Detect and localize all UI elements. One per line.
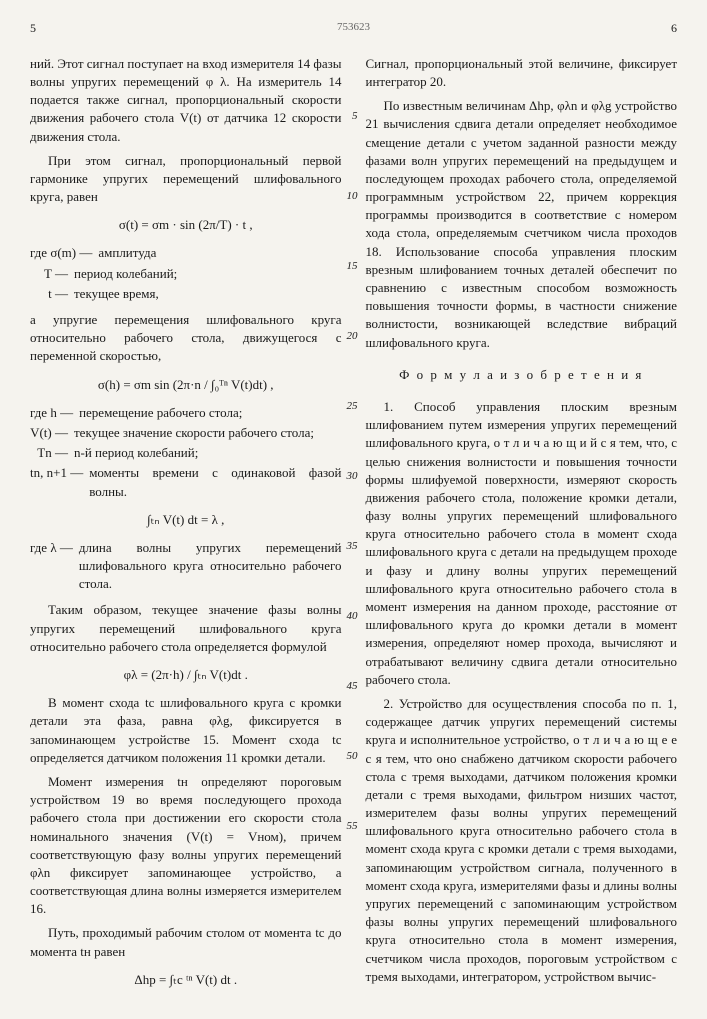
where-symbol: tn, n+1 — bbox=[30, 464, 89, 500]
line-number: 55 bbox=[347, 819, 358, 834]
where-symbol: T — bbox=[30, 265, 74, 283]
document-number: 753623 bbox=[36, 20, 671, 37]
formula: ∫ₜₙ V(t) dt = λ , bbox=[30, 511, 342, 529]
line-number: 40 bbox=[347, 609, 358, 624]
where-text: перемещение рабочего стола; bbox=[79, 404, 341, 422]
paragraph: Сигнал, пропорциональный этой величине, … bbox=[366, 55, 678, 91]
paragraph: При этом сигнал, пропорциональный первой… bbox=[30, 152, 342, 207]
where-text: n-й период колебаний; bbox=[74, 444, 342, 462]
line-number: 25 bbox=[347, 399, 358, 414]
line-number: 5 bbox=[352, 109, 358, 124]
formula: σ(t) = σm · sin (2π/T) · t , bbox=[30, 216, 342, 234]
content-columns: 5 10 15 20 25 30 35 40 45 50 55 ний. Это… bbox=[30, 49, 677, 999]
where-block: где σ(m) —амплитуда T —период колебаний;… bbox=[30, 244, 342, 303]
where-text: период колебаний; bbox=[74, 265, 342, 283]
line-number: 10 bbox=[347, 189, 358, 204]
where-text: текущее время, bbox=[74, 285, 342, 303]
line-number: 30 bbox=[347, 469, 358, 484]
paragraph: Момент измерения tн определяют пороговым… bbox=[30, 773, 342, 919]
where-text: амплитуда bbox=[98, 244, 341, 262]
where-symbol: где h — bbox=[30, 404, 79, 422]
paragraph: По известным величинам Δhp, φλn и φλg ус… bbox=[366, 97, 678, 352]
where-block: где h —перемещение рабочего стола; V(t) … bbox=[30, 404, 342, 501]
page-num-right: 6 bbox=[671, 20, 677, 37]
where-text: моменты времени с одинаковой фазой волны… bbox=[89, 464, 341, 500]
claim: 1. Способ управления плоским врезным шли… bbox=[366, 398, 678, 689]
paragraph: ний. Этот сигнал поступает на вход измер… bbox=[30, 55, 342, 146]
formula: Δhp = ∫ₜc ᵗⁿ V(t) dt . bbox=[30, 971, 342, 989]
where-symbol: t — bbox=[30, 285, 74, 303]
where-symbol: V(t) — bbox=[30, 424, 74, 442]
paragraph: Путь, проходимый рабочим столом от момен… bbox=[30, 924, 342, 960]
line-number: 35 bbox=[347, 539, 358, 554]
section-title: Ф о р м у л а и з о б р е т е н и я bbox=[366, 366, 678, 384]
paragraph: В момент схода tc шлифовального круга с … bbox=[30, 694, 342, 767]
line-number: 20 bbox=[347, 329, 358, 344]
formula: φλ = (2π·h) / ∫ₜₙ V(t)dt . bbox=[30, 666, 342, 684]
where-symbol: Tn — bbox=[30, 444, 74, 462]
left-column: 5 10 15 20 25 30 35 40 45 50 55 ний. Это… bbox=[30, 49, 342, 999]
where-text: длина волны упругих перемещений шлифовал… bbox=[79, 539, 342, 594]
page-header: 5 753623 6 bbox=[30, 20, 677, 37]
where-text: текущее значение скорости рабочего стола… bbox=[74, 424, 342, 442]
claim: 2. Устройство для осуществления способа … bbox=[366, 695, 678, 986]
paragraph: Таким образом, текущее значение фазы вол… bbox=[30, 601, 342, 656]
line-number: 50 bbox=[347, 749, 358, 764]
line-number: 15 bbox=[347, 259, 358, 274]
where-symbol: где λ — bbox=[30, 539, 79, 594]
line-number: 45 bbox=[347, 679, 358, 694]
where-block: где λ —длина волны упругих перемещений ш… bbox=[30, 539, 342, 594]
formula: σ(h) = σm sin (2π·n / ∫₀ᵀⁿ V(t)dt) , bbox=[30, 376, 342, 394]
where-symbol: где σ(m) — bbox=[30, 244, 98, 262]
paragraph: а упругие перемещения шлифовального круг… bbox=[30, 311, 342, 366]
right-column: Сигнал, пропорциональный этой величине, … bbox=[366, 49, 678, 999]
